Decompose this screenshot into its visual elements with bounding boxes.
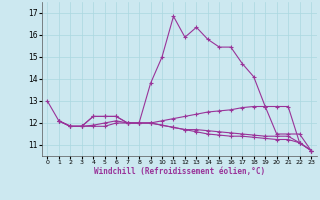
X-axis label: Windchill (Refroidissement éolien,°C): Windchill (Refroidissement éolien,°C) [94,167,265,176]
